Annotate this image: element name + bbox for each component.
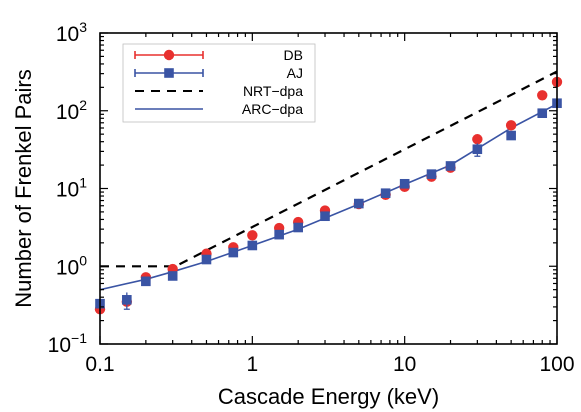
- y-axis-title: Number of Frenkel Pairs: [11, 69, 36, 307]
- arc-dpa-line: [100, 103, 557, 291]
- x-tick-label: 100: [539, 353, 574, 376]
- aj-point: [201, 254, 212, 265]
- legend-swatch-marker: [164, 68, 174, 78]
- legend-label: NRT−dpa: [243, 83, 303, 99]
- aj-point: [537, 108, 548, 119]
- aj-point: [247, 240, 258, 251]
- y-tick-label: 101: [56, 175, 87, 202]
- legend: DB AJ NRT−dpa ARC−dpa: [122, 43, 316, 123]
- x-tick-label: 0.1: [85, 353, 114, 376]
- x-tick-label: 10: [393, 353, 416, 376]
- aj-point: [320, 211, 330, 222]
- db-point: [537, 90, 548, 101]
- y-tick-label: 100: [56, 252, 87, 279]
- legend-label: AJ: [287, 65, 303, 81]
- legend-swatch-marker: [163, 49, 175, 61]
- aj-point: [141, 276, 151, 287]
- aj-point: [380, 188, 391, 199]
- y-tick-label: 10−1: [48, 330, 88, 357]
- aj-point: [167, 271, 178, 281]
- x-tick-label: 1: [246, 353, 258, 376]
- aj-point: [506, 130, 516, 141]
- aj-point: [399, 178, 410, 189]
- aj-point: [274, 229, 284, 240]
- aj-point: [445, 161, 456, 171]
- aj-point: [426, 169, 437, 179]
- y-tick-label: 103: [56, 19, 87, 46]
- db-point: [505, 120, 517, 131]
- axes: 0.1 1 10 100 10−1 100 101 102 103: [48, 19, 575, 376]
- legend-label: ARC−dpa: [242, 101, 303, 117]
- db-point: [472, 134, 483, 145]
- x-axis-title: Cascade Energy (keV): [218, 384, 439, 409]
- legend-label: DB: [284, 47, 303, 63]
- aj-point: [354, 198, 364, 209]
- aj-point: [293, 222, 303, 233]
- y-tick-label: 102: [56, 97, 87, 124]
- aj-point: [228, 247, 239, 258]
- db-point: [247, 230, 258, 241]
